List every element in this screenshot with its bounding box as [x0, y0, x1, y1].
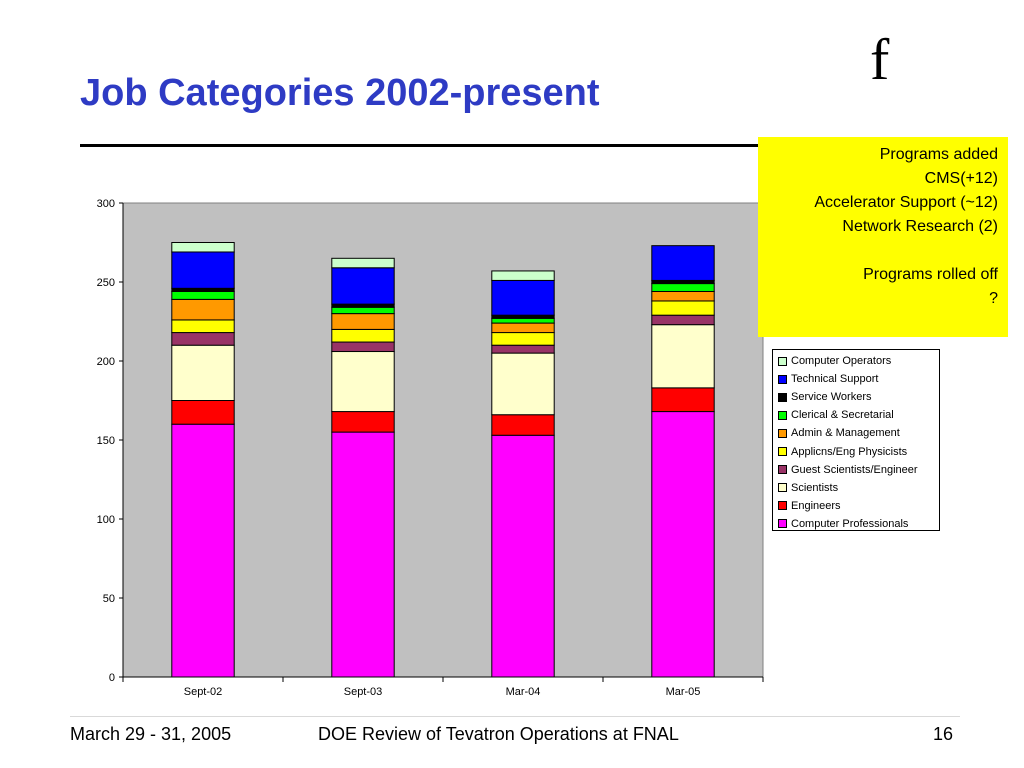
legend-swatch [778, 428, 787, 438]
bar-segment [171, 251, 235, 289]
bar-segment [171, 423, 235, 678]
x-tick-label: Mar-05 [666, 686, 701, 698]
legend-item: Clerical & Secretarial [778, 406, 939, 424]
note-line: ? [989, 290, 998, 307]
legend-item: Admin & Management [778, 424, 939, 442]
bar-segment [491, 332, 555, 346]
legend-swatch [778, 483, 787, 493]
legend-item: Service Workers [778, 388, 939, 406]
x-tick-label: Sept-02 [184, 686, 223, 698]
note-line [758, 239, 998, 263]
note-line: CMS(+12) [924, 170, 998, 187]
legend-swatch [778, 410, 787, 420]
legend-label: Service Workers [791, 391, 872, 404]
bar-segment [331, 313, 395, 330]
y-tick-label: 300 [97, 198, 115, 210]
legend-item: Scientists [778, 479, 939, 497]
y-tick-label: 50 [103, 593, 115, 605]
bar-segment [171, 344, 235, 402]
legend-label: Scientists [791, 481, 839, 494]
bar-segment [331, 328, 395, 343]
bar-segment [651, 411, 715, 678]
legend-item: Computer Operators [778, 352, 939, 370]
bar-segment [491, 317, 555, 324]
legend-label: Computer Operators [791, 355, 892, 368]
bar-segment [171, 290, 235, 300]
y-tick-label: 0 [109, 672, 115, 684]
bar-segment [171, 332, 235, 346]
bar-segment [171, 298, 235, 321]
legend-label: Clerical & Secretarial [791, 409, 894, 422]
y-tick-label: 250 [97, 277, 115, 289]
legend-label: Applicns/Eng Physicists [791, 445, 908, 458]
bar-segment [651, 314, 715, 326]
legend-label: Technical Support [791, 373, 879, 386]
legend-swatch [778, 374, 787, 384]
chart-legend: Computer Operators Technical Support Servi… [772, 349, 940, 531]
bar-segment [331, 257, 395, 269]
note-line: Programs added [879, 146, 998, 163]
bar-segment [171, 400, 235, 425]
legend-label: Computer Professionals [791, 517, 909, 530]
legend-swatch [778, 519, 787, 529]
y-tick-label: 150 [97, 435, 115, 447]
bar-segment [491, 352, 555, 416]
legend-swatch [778, 356, 787, 366]
bar-segment [491, 322, 555, 334]
note-line: Network Research (2) [842, 218, 998, 235]
bar-segment [171, 319, 235, 334]
bar-segment [491, 414, 555, 436]
legend-label: Guest Scientists/Engineer [791, 463, 918, 476]
legend-item: Applicns/Eng Physicists [778, 442, 939, 460]
y-tick-label: 100 [97, 514, 115, 526]
footer-event: DOE Review of Tevatron Operations at FNA… [318, 724, 679, 744]
programs-note-box: Programs added CMS(+12) Accelerator Suppor… [758, 137, 1008, 337]
slide-number: 16 [933, 724, 954, 744]
legend-swatch [778, 447, 787, 457]
legend-item: Engineers [778, 497, 939, 515]
legend-swatch [778, 465, 787, 475]
x-tick-label: Mar-04 [506, 686, 541, 698]
bar-segment [331, 351, 395, 413]
bar-segment [651, 300, 715, 316]
bar-segment [651, 245, 715, 281]
legend-item: Guest Scientists/Engineer [778, 461, 939, 479]
footer-date: March 29 - 31, 2005 [70, 724, 232, 744]
y-tick-label: 200 [97, 356, 115, 368]
bar-segment [331, 267, 395, 305]
slide-title: Job Categories 2002-present [80, 72, 600, 114]
bar-segment [491, 279, 555, 316]
bar-segment [651, 387, 715, 413]
bar-segment [491, 270, 555, 281]
legend-swatch [778, 501, 787, 511]
bar-segment [491, 344, 555, 354]
bar-segment [651, 290, 715, 302]
fermilab-logo: f [870, 27, 890, 92]
bar-segment [651, 283, 715, 292]
legend-label: Engineers [791, 499, 841, 512]
x-tick-label: Sept-03 [344, 686, 383, 698]
bar-segment [491, 434, 555, 678]
legend-swatch [778, 392, 787, 402]
title-underline [80, 144, 760, 147]
bar-segment [331, 341, 395, 353]
bar-segment [171, 242, 235, 253]
bar-segment [651, 324, 715, 389]
note-line: Programs rolled off [863, 266, 998, 283]
footer-divider [70, 716, 960, 717]
legend-label: Admin & Management [791, 427, 900, 440]
legend-item: Technical Support [778, 370, 939, 388]
bar-segment [331, 431, 395, 678]
bar-segment [331, 306, 395, 315]
legend-item: Computer Professionals [778, 515, 939, 533]
bar-segment [331, 411, 395, 433]
note-line: Accelerator Support (~12) [814, 194, 998, 211]
